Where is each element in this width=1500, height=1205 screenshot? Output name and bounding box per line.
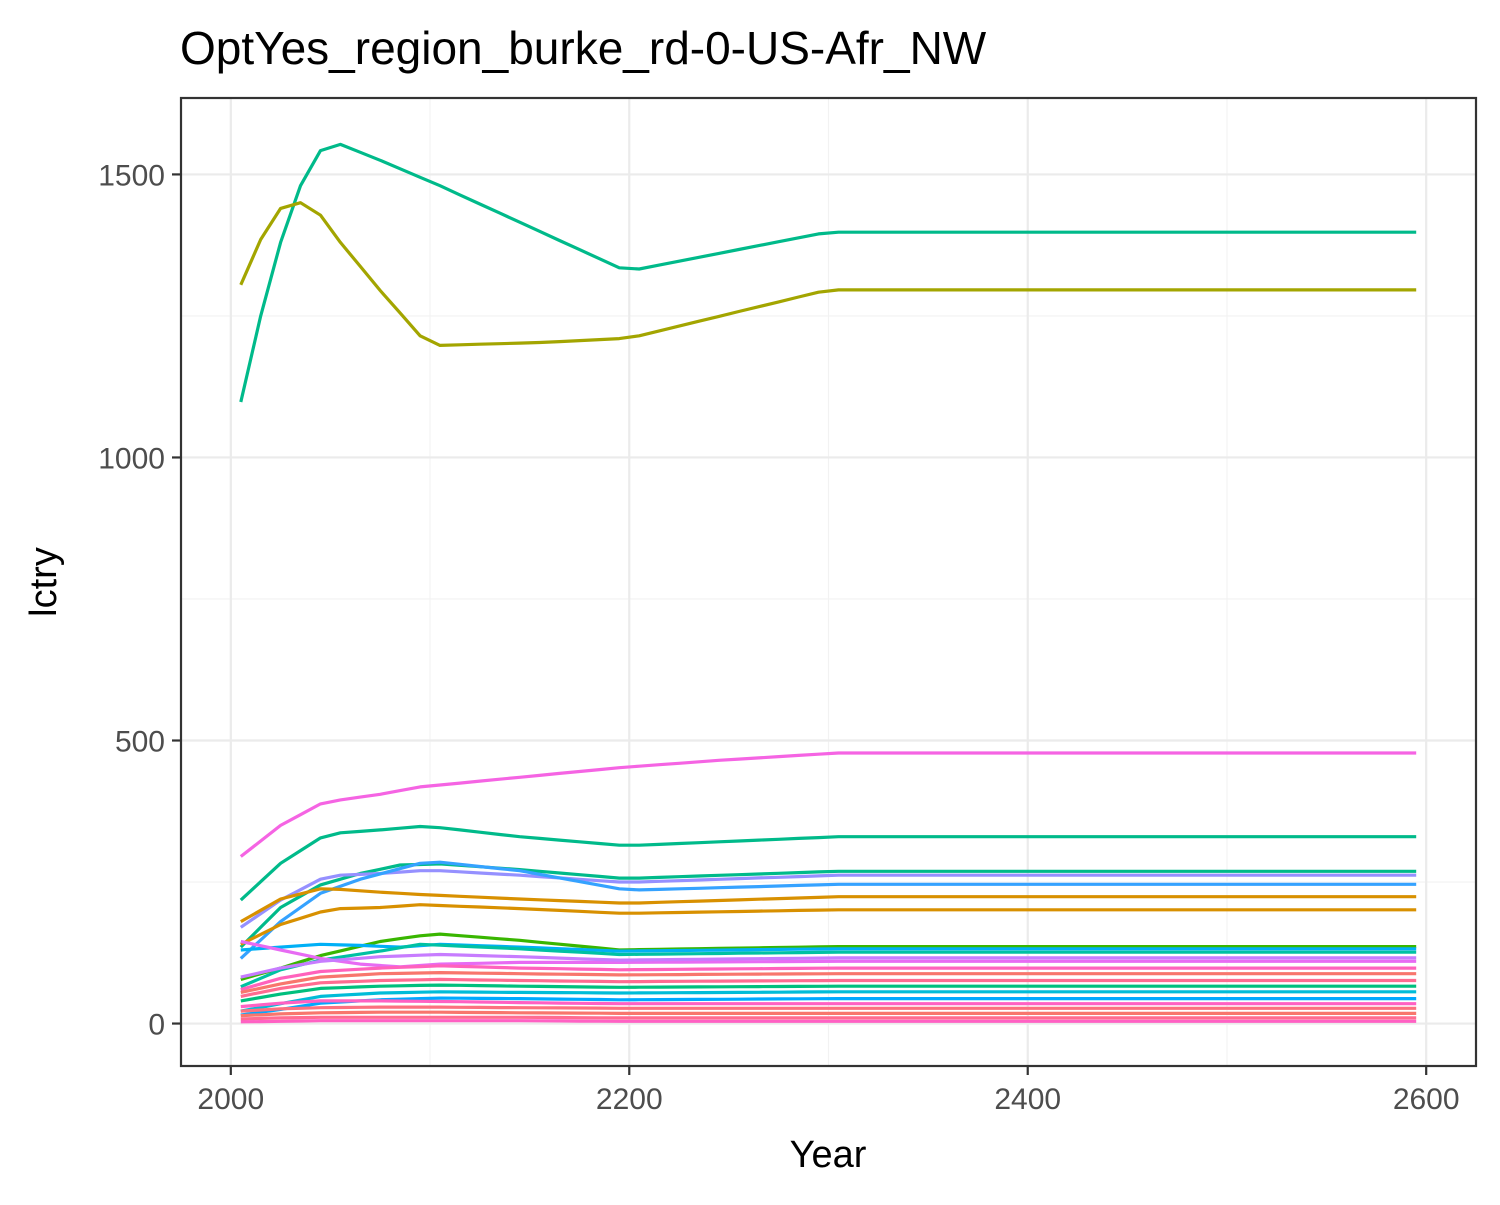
series-line-14 (240, 952, 1417, 979)
x-axis-title: Year (790, 1134, 867, 1176)
y-tick-label: 0 (148, 1009, 165, 1042)
series-line-20 (240, 996, 1417, 1017)
x-tick-label: 2200 (596, 1083, 663, 1116)
series-line-3 (239, 751, 1417, 858)
y-tick-label: 1500 (98, 159, 165, 192)
series-line-4 (239, 824, 1417, 902)
series-line-16 (240, 970, 1417, 994)
series-line-19 (240, 990, 1417, 1013)
series-line-9 (240, 903, 1417, 946)
x-tick-label: 2000 (197, 1083, 264, 1116)
series-line-1 (239, 142, 1417, 403)
series-line-23 (240, 1010, 1417, 1018)
chart-title: OptYes_region_burke_rd-0-US-Afr_NW (180, 22, 987, 74)
y-axis-title: lctry (23, 547, 65, 617)
series-line-22 (240, 1005, 1417, 1013)
y-tick-label: 1000 (98, 442, 165, 475)
series-line-18 (240, 983, 1417, 1003)
series-line-12 (240, 942, 1417, 989)
series-line-25 (240, 1019, 1417, 1024)
series-line-17 (240, 977, 1417, 998)
series-layer (239, 142, 1417, 1024)
series-line-5 (239, 862, 1417, 949)
x-tick-label: 2400 (994, 1083, 1061, 1116)
series-line-21 (240, 999, 1417, 1009)
series-line-7 (239, 860, 1417, 960)
series-line-6 (239, 869, 1417, 929)
series-line-24 (240, 1015, 1417, 1021)
axis-layer: 2000 2200 2400 2600 0 500 1000 1500 (98, 159, 1459, 1116)
series-line-2 (239, 201, 1417, 347)
series-line-15 (240, 964, 1417, 992)
grid-layer (181, 98, 1476, 1066)
panel-border (179, 96, 1478, 1068)
series-line-8 (240, 887, 1417, 923)
y-tick-label: 500 (115, 726, 165, 759)
x-tick-label: 2600 (1393, 1083, 1460, 1116)
series-line-10 (240, 932, 1417, 981)
